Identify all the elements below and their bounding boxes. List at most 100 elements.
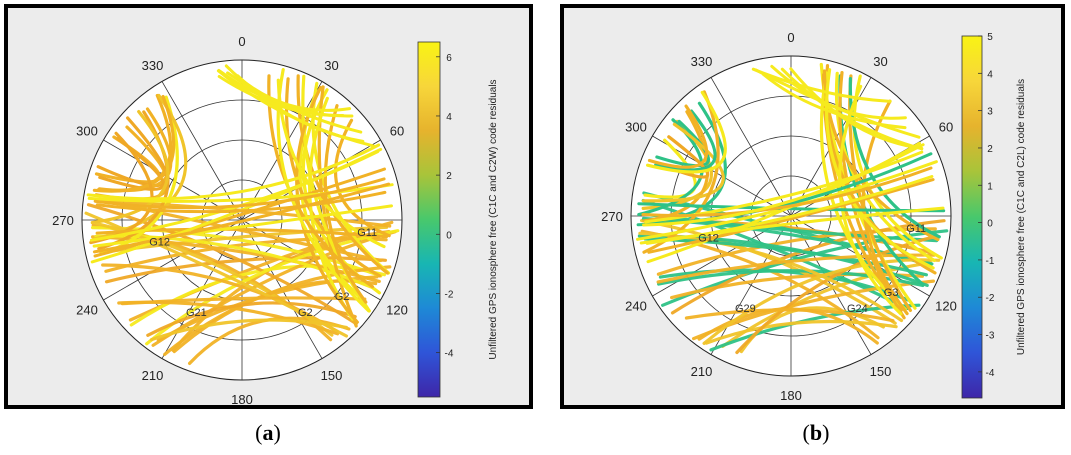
colorbar-tick-label: -2	[445, 289, 454, 300]
colorbar-tick-label: -1	[986, 256, 995, 267]
satellite-label: G11	[906, 223, 926, 235]
satellite-track	[92, 204, 393, 248]
satellite-track	[98, 137, 165, 191]
satellite-label: G24	[847, 303, 868, 315]
colorbar-tick-label: 5	[987, 32, 993, 43]
satellite-track	[100, 95, 179, 256]
colorbar-label: Unfiltered GPS ionosphere free (C1C and …	[488, 79, 499, 359]
angle-tick-label: 30	[324, 58, 338, 73]
satellite-track	[702, 258, 941, 345]
satellite-track	[684, 308, 895, 323]
satellite-track	[647, 178, 935, 254]
satellite-track	[645, 175, 934, 245]
polar-spoke-240	[103, 219, 243, 301]
satellite-label: G11	[357, 227, 377, 239]
skyplot-a: G12G11G21G2G2030609120150180210240270300…	[52, 34, 499, 405]
satellite-track	[647, 104, 709, 169]
satellite-track	[646, 90, 727, 174]
angle-tick-label: 0	[238, 34, 245, 49]
satellite-track	[90, 147, 383, 264]
angle-tick-label: 270	[52, 213, 74, 228]
angle-tick-label: 240	[76, 303, 98, 318]
satellite-track	[642, 141, 921, 227]
satellite-track	[735, 234, 938, 355]
angle-tick-label: 120	[386, 303, 408, 318]
satellite-track	[754, 68, 921, 139]
panel-a-frame: G12G11G21G2G2030609120150180210240270300…	[4, 4, 533, 409]
colorbar-tick-label: -3	[986, 331, 995, 342]
satellite-label: G2	[298, 307, 313, 319]
colorbar	[417, 41, 441, 398]
satellite-label: G2	[335, 291, 350, 303]
colorbar-tick-label: 0	[987, 219, 993, 230]
satellite-track	[296, 74, 389, 275]
satellite-track	[641, 166, 933, 218]
angle-tick-label: 270	[601, 209, 623, 224]
satellite-label: G29	[735, 303, 756, 315]
angle-tick-label: 180	[780, 388, 802, 403]
angle-tick-label: 240	[625, 299, 647, 314]
satellite-track	[120, 296, 367, 306]
panel-b-label: (b)	[802, 420, 830, 445]
angle-tick-label: 30	[873, 54, 887, 69]
panel-b-frame: G12G11G29G24G303060912015018021024027030…	[560, 4, 1065, 409]
satellite-track	[640, 219, 897, 325]
satellite-track	[638, 231, 904, 323]
satellite-track	[216, 69, 376, 148]
angle-tick-label: 120	[935, 299, 957, 314]
satellite-track	[86, 143, 381, 201]
angle-tick-label: 60	[390, 124, 404, 139]
angle-tick-label: 150	[870, 364, 892, 379]
colorbar-tick-label: 6	[446, 53, 452, 64]
satellite-label: G12	[698, 233, 719, 245]
colorbar-tick-label: 3	[987, 107, 993, 118]
satellite-track	[704, 319, 898, 345]
satellite-track	[146, 301, 357, 337]
satellite-track	[95, 190, 387, 214]
satellite-track	[93, 177, 386, 210]
angle-tick-label: 300	[625, 120, 647, 135]
angle-tick-label: 300	[76, 124, 98, 139]
angle-tick-label: 150	[321, 368, 343, 383]
satellite-label: G21	[186, 307, 207, 319]
angle-tick-label: 60	[939, 120, 953, 135]
polar-spoke-330	[161, 81, 243, 221]
satellite-track	[87, 183, 394, 203]
colorbar	[961, 35, 983, 399]
satellite-track	[655, 119, 710, 168]
satellite-track	[104, 256, 387, 284]
satellite-tracks	[636, 62, 949, 355]
satellite-track	[780, 67, 924, 151]
satellite-track	[641, 122, 725, 203]
satellite-track	[643, 237, 928, 277]
polar-spoke-210	[710, 215, 792, 355]
angle-tick-label: 180	[231, 392, 253, 405]
colorbar-tick-label: 0	[446, 230, 452, 241]
polar-spoke-30	[241, 81, 323, 221]
angle-tick-label: 330	[691, 54, 713, 69]
colorbar-tick-label: -4	[986, 368, 995, 379]
satellite-track	[84, 211, 348, 338]
colorbar-tick-label: 2	[987, 144, 993, 155]
colorbar-tick-label: -2	[986, 293, 995, 304]
colorbar-tick-label: 4	[446, 112, 452, 123]
satellite-track	[848, 77, 941, 239]
satellite-label: G3	[884, 287, 899, 299]
angle-tick-label: 210	[142, 368, 164, 383]
satellite-label: G12	[149, 237, 170, 249]
satellite-tracks	[84, 64, 400, 365]
satellite-track	[657, 269, 925, 288]
polar-spoke-330	[710, 77, 792, 217]
angle-tick-label: 210	[691, 364, 713, 379]
colorbar-label: Unfiltered GPS ionosphere free (C1C and …	[1016, 79, 1027, 355]
colorbar-tick-label: 2	[446, 171, 452, 182]
satellite-track	[654, 109, 717, 172]
colorbar-tick-label: 4	[987, 69, 993, 80]
satellite-track	[95, 227, 388, 239]
colorbar-tick-label: -4	[445, 349, 454, 360]
angle-tick-label: 330	[142, 58, 164, 73]
angle-tick-label: 0	[787, 30, 794, 45]
panel-a-label: (a)	[255, 420, 281, 445]
satellite-track	[90, 110, 170, 225]
satellite-track	[92, 93, 188, 241]
